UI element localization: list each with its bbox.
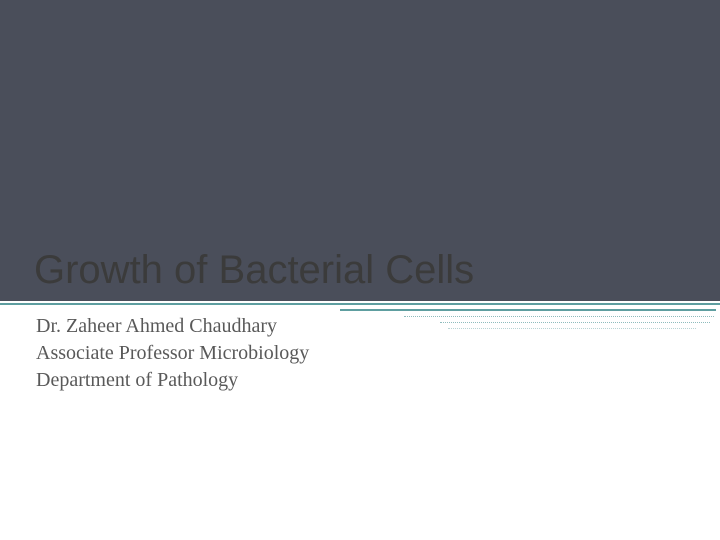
slide-title: Growth of Bacterial Cells — [34, 248, 474, 293]
subtitle-line-3: Department of Pathology — [36, 367, 309, 394]
divider-line-2 — [340, 309, 716, 311]
slide-subtitle: Dr. Zaheer Ahmed Chaudhary Associate Pro… — [36, 313, 309, 394]
divider-line-5 — [448, 328, 696, 329]
divider-line-4 — [440, 322, 710, 323]
subtitle-line-2: Associate Professor Microbiology — [36, 340, 309, 367]
divider-line-3 — [404, 316, 714, 317]
subtitle-line-1: Dr. Zaheer Ahmed Chaudhary — [36, 313, 309, 340]
divider-line-1 — [0, 303, 720, 305]
